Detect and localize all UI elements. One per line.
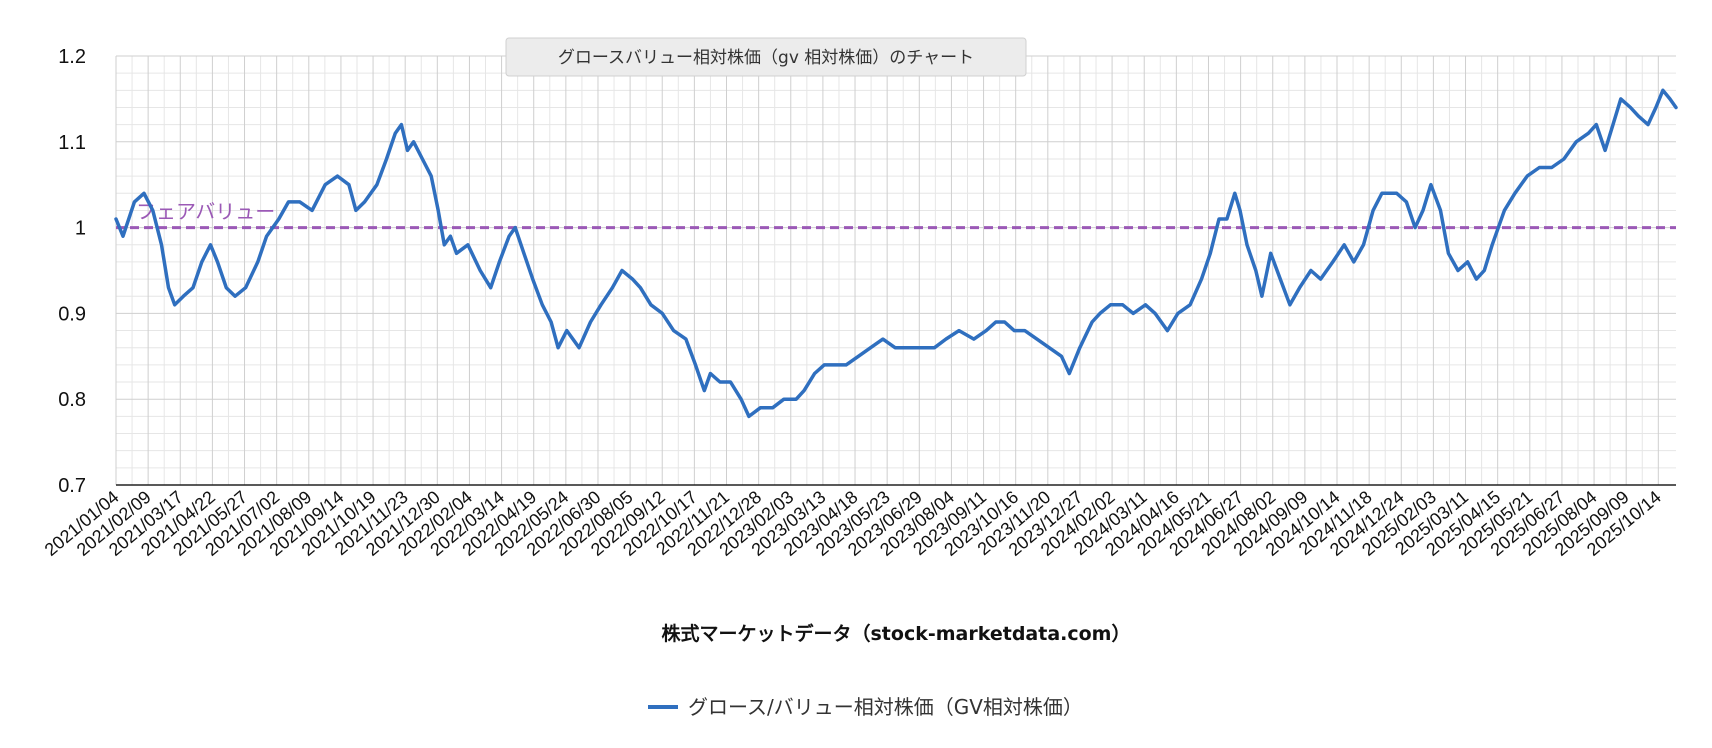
y-tick-label: 1.2 <box>58 46 86 68</box>
x-axis-title: 株式マーケットデータ（stock-marketdata.com） <box>662 622 1131 645</box>
major-gridlines <box>115 55 1676 486</box>
chart-title-box: グロースバリュー相対株価（gv 相対株価）のチャート <box>505 37 1027 77</box>
y-tick-label: 1.1 <box>58 132 86 154</box>
fair-value-reference: フェアバリュー <box>116 200 1676 230</box>
y-tick-label: 0.9 <box>58 303 86 325</box>
y-tick-label: 1 <box>75 218 86 240</box>
y-tick-label: 0.7 <box>58 475 86 497</box>
minor-gridlines <box>116 56 1676 485</box>
chart-title: グロースバリュー相対株価（gv 相対株価）のチャート <box>558 48 974 68</box>
series-line-gv-relative-price <box>114 88 1678 419</box>
y-tick-label: 0.8 <box>58 389 86 411</box>
y-axis-ticks: 0.7 0.8 0.9 1 1.1 1.2 <box>58 46 86 497</box>
chart-title-background <box>505 37 1027 77</box>
fair-value-label: フェアバリュー <box>136 200 275 224</box>
x-axis-ticks: 2021/01/042021/02/092021/03/172021/04/22… <box>41 487 1665 560</box>
legend-label: グロース/バリュー相対株価（GV相対株価） <box>688 695 1083 719</box>
legend[interactable]: グロース/バリュー相対株価（GV相対株価） <box>648 695 1083 719</box>
